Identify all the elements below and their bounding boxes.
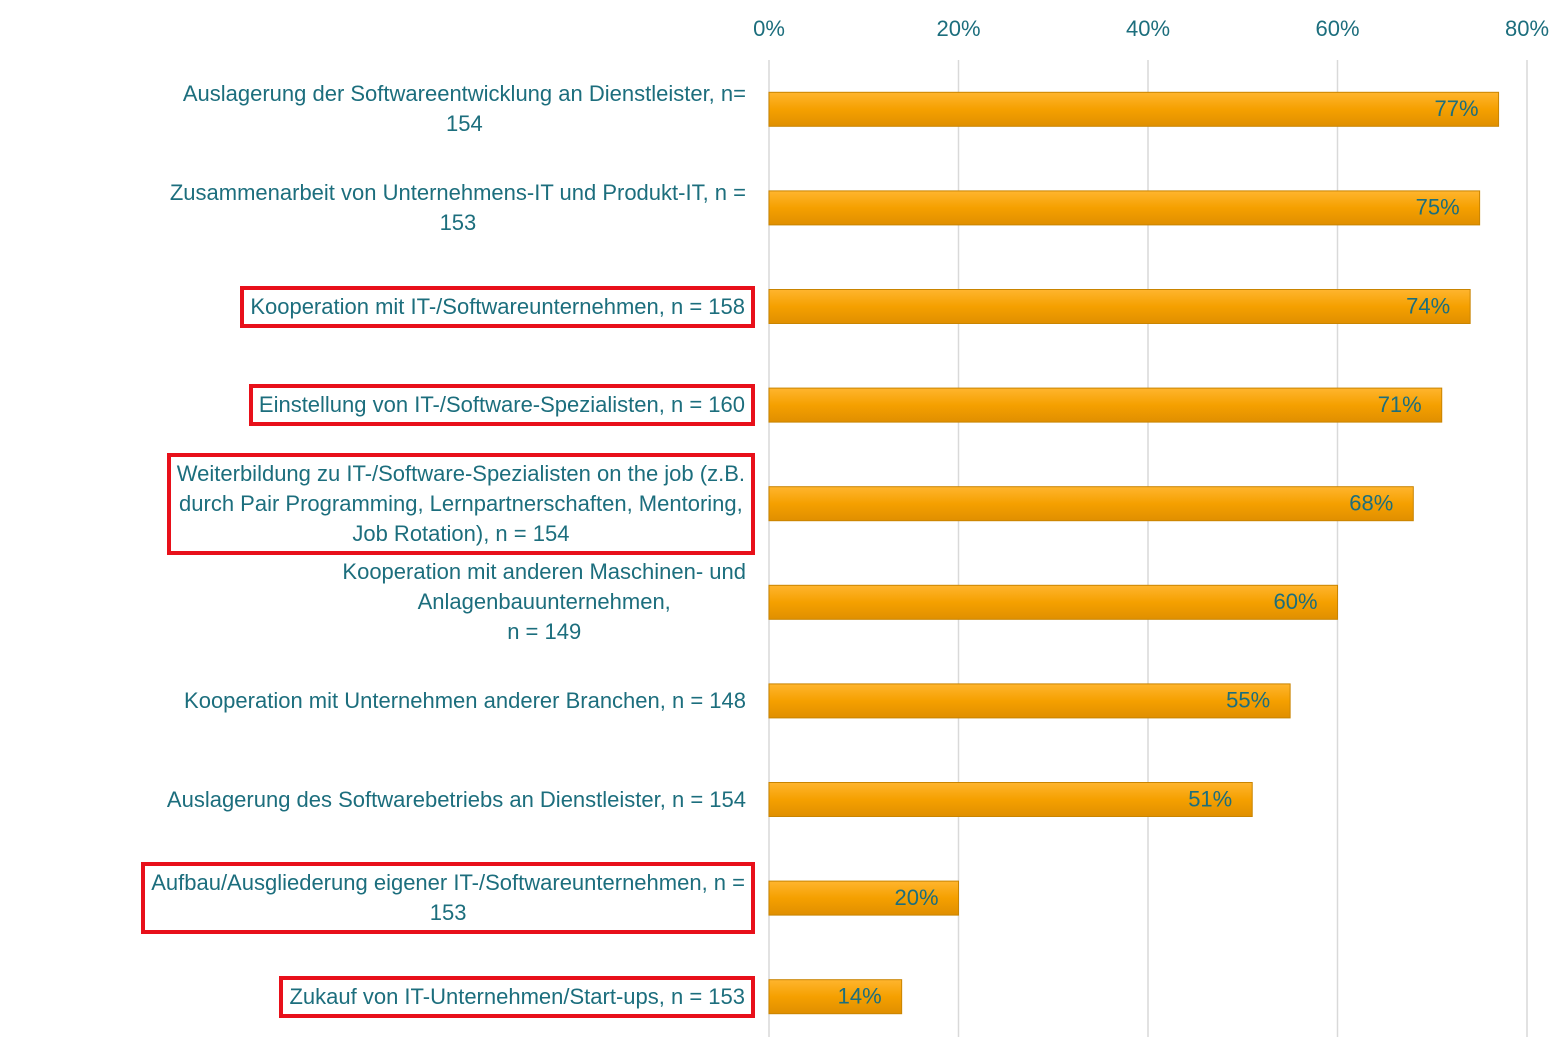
value-label: 71% <box>1378 392 1422 417</box>
y-tick-label: Zusammenarbeit von Unternehmens-IT und P… <box>169 179 746 235</box>
value-label: 60% <box>1273 589 1317 614</box>
bar <box>768 782 1253 817</box>
bar <box>768 683 1291 719</box>
y-tick-label: Auslagerung des Softwarebetriebs an Dien… <box>166 786 746 812</box>
value-label: 74% <box>1406 293 1450 318</box>
y-tick-label: Auslagerung der Softwareentwicklung an D… <box>182 81 746 137</box>
y-tick-label: Aufbau/Ausgliederung eigener IT-/Softwar… <box>141 862 755 935</box>
x-tick-label: 60% <box>1315 16 1359 41</box>
bar <box>768 387 1443 423</box>
y-tick-label: Kooperation mit anderen Maschinen- und A… <box>342 559 746 645</box>
bar <box>768 190 1481 226</box>
value-label: 68% <box>1349 491 1393 516</box>
y-tick-label: Weiterbildung zu IT-/Software-Spezialist… <box>166 452 755 555</box>
bar <box>768 289 1471 324</box>
y-tick-label: Zukauf von IT-Unternehmen/Start-ups, n =… <box>279 975 755 1018</box>
value-label: 55% <box>1226 688 1270 713</box>
bar <box>768 979 903 1015</box>
value-label: 51% <box>1188 786 1232 811</box>
value-label: 20% <box>894 885 938 910</box>
y-tick-label: Kooperation mit Unternehmen anderer Bran… <box>184 687 746 713</box>
value-label: 75% <box>1416 195 1460 220</box>
bar <box>768 584 1338 620</box>
y-tick-label: Kooperation mit IT-/Softwareunternehmen,… <box>240 285 755 328</box>
value-label: 77% <box>1435 96 1479 121</box>
x-tick-label: 80% <box>1505 16 1549 41</box>
y-tick-label: Einstellung von IT-/Software-Spezialiste… <box>248 384 755 427</box>
x-tick-label: 0% <box>753 16 785 41</box>
value-label: 14% <box>838 984 882 1009</box>
bar <box>768 880 959 916</box>
x-tick-label: 40% <box>1126 16 1170 41</box>
bar <box>768 486 1414 522</box>
bar <box>768 91 1500 127</box>
x-tick-label: 20% <box>936 16 980 41</box>
